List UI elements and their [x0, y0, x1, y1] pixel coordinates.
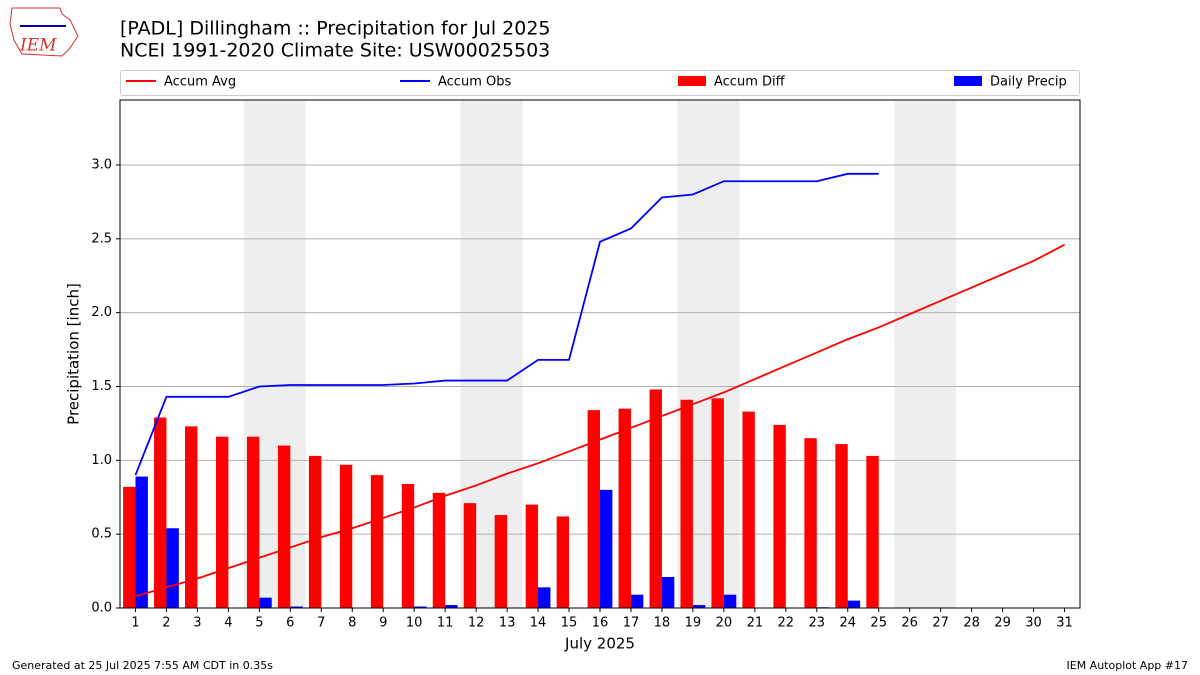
- bar: [773, 424, 786, 608]
- x-tick-label: 27: [932, 616, 949, 631]
- x-tick-label: 30: [1025, 616, 1042, 631]
- bar: [290, 606, 303, 608]
- bar: [587, 410, 600, 608]
- x-tick-label: 29: [994, 616, 1011, 631]
- y-tick-label: 1.0: [91, 453, 112, 468]
- x-tick-label: 20: [716, 616, 733, 631]
- logo: IEM: [9, 7, 79, 57]
- x-tick-label: 1: [131, 616, 139, 631]
- x-tick-label: 17: [623, 616, 640, 631]
- x-tick-label: 21: [747, 616, 764, 631]
- legend-label: Accum Obs: [438, 75, 511, 90]
- plot-frame: [119, 99, 1081, 609]
- bar: [401, 483, 415, 608]
- bar: [600, 489, 613, 608]
- bar: [692, 605, 706, 608]
- chart-subtitle: NCEI 1991-2020 Climate Site: USW00025503: [120, 40, 550, 62]
- bar: [185, 426, 198, 608]
- x-tick-label: 8: [348, 616, 356, 631]
- bar: [866, 455, 879, 608]
- y-tick-label: 1.5: [91, 379, 112, 394]
- y-tick-label: 0.0: [91, 601, 112, 616]
- x-tick-label: 10: [406, 616, 423, 631]
- bar: [339, 464, 353, 608]
- x-tick-label: 12: [468, 616, 485, 631]
- x-tick-label: 28: [963, 616, 980, 631]
- bar: [847, 600, 861, 608]
- x-tick-label: 24: [839, 616, 856, 631]
- bar: [370, 475, 384, 608]
- bar: [445, 605, 458, 608]
- bar: [216, 436, 229, 608]
- y-tick-label: 3.0: [91, 157, 112, 172]
- bar: [630, 594, 644, 608]
- bar: [246, 436, 260, 608]
- bar: [525, 504, 539, 608]
- legend-label: Accum Avg: [164, 75, 236, 90]
- bar: [618, 408, 631, 608]
- bar: [835, 444, 848, 608]
- bar: [556, 516, 570, 608]
- x-tick-label: 2: [162, 616, 170, 631]
- x-tick-label: 4: [224, 616, 232, 631]
- x-tick-label: 3: [193, 616, 201, 631]
- x-tick-label: 5: [255, 616, 263, 631]
- bar: [414, 606, 427, 608]
- legend-label: Daily Precip: [990, 75, 1067, 90]
- x-tick-label: 9: [379, 616, 387, 631]
- bar: [649, 389, 662, 608]
- legend-label: Accum Diff: [714, 75, 786, 90]
- legend-box: [120, 70, 1080, 96]
- bar: [259, 597, 272, 608]
- bar: [432, 492, 446, 608]
- bar: [123, 486, 136, 608]
- y-tick-label: 0.5: [91, 527, 112, 542]
- x-tick-label: 16: [592, 616, 609, 631]
- y-tick-label: 2.0: [91, 305, 112, 320]
- bar: [154, 417, 167, 608]
- bar: [804, 438, 817, 608]
- bar: [680, 399, 693, 608]
- x-tick-label: 31: [1056, 616, 1073, 631]
- y-axis-label: Precipitation [inch]: [65, 283, 83, 425]
- x-tick-label: 14: [530, 616, 547, 631]
- bar: [494, 514, 508, 608]
- bar: [135, 476, 148, 608]
- line: [134, 172, 879, 476]
- footer-right: IEM Autoplot App #17: [1067, 659, 1189, 672]
- bar: [538, 587, 551, 608]
- x-axis-label: July 2025: [564, 635, 635, 653]
- logo-outline: [9, 7, 79, 57]
- bar: [661, 576, 675, 608]
- chart-title: [PADL] Dillingham :: Precipitation for J…: [120, 18, 551, 40]
- x-tick-label: 26: [901, 616, 918, 631]
- bar: [742, 411, 755, 608]
- bar: [166, 528, 179, 608]
- x-tick-label: 19: [685, 616, 702, 631]
- x-tick-label: 13: [499, 616, 516, 631]
- legend-swatch: [678, 76, 706, 86]
- logo-text: IEM: [19, 36, 57, 56]
- legend-swatch: [954, 76, 982, 86]
- x-tick-label: 6: [286, 616, 294, 631]
- line: [135, 243, 1065, 598]
- x-tick-label: 11: [437, 616, 454, 631]
- x-tick-label: 7: [317, 616, 325, 631]
- x-tick-label: 25: [870, 616, 887, 631]
- x-tick-label: 18: [654, 616, 671, 631]
- x-tick-label: 23: [809, 616, 826, 631]
- bar: [277, 445, 291, 608]
- bar: [463, 503, 477, 608]
- weekend-shade: [894, 100, 957, 608]
- bar: [723, 594, 737, 608]
- y-tick-label: 2.5: [91, 231, 112, 246]
- x-tick-label: 15: [561, 616, 578, 631]
- bar: [711, 398, 724, 608]
- bar: [308, 455, 322, 608]
- x-tick-label: 22: [778, 616, 795, 631]
- footer-left: Generated at 25 Jul 2025 7:55 AM CDT in …: [12, 659, 273, 672]
